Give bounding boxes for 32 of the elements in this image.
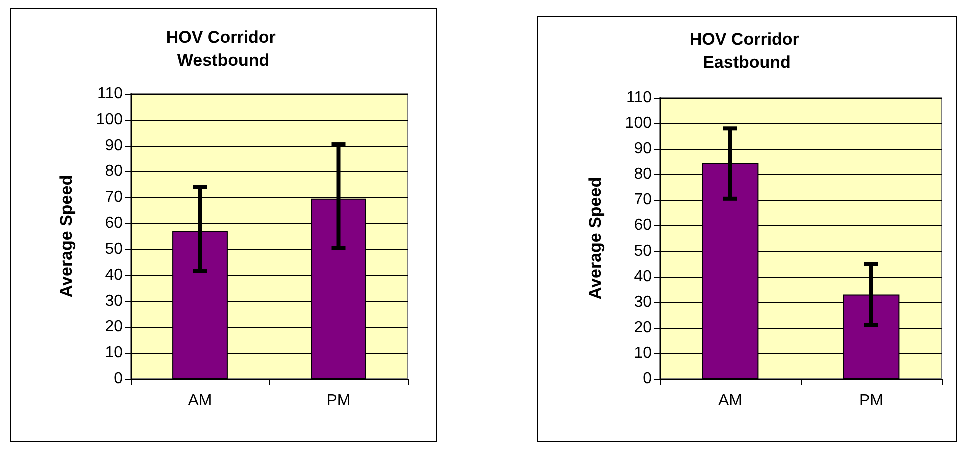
y-tick-label: 40 — [105, 266, 124, 284]
chart-title: HOV Corridor Westbound — [166, 28, 281, 70]
y-tick-label: 90 — [105, 137, 124, 154]
x-tick-label: PM — [326, 392, 351, 410]
y-tick-label: 40 — [634, 268, 652, 286]
y-tick-label: 10 — [105, 344, 124, 362]
y-tick-label: 30 — [105, 292, 124, 310]
y-tick-label: 20 — [105, 318, 124, 336]
y-tick-label: 70 — [105, 189, 124, 206]
y-tick-label: 50 — [105, 240, 124, 258]
y-axis-title: Average Speed — [57, 175, 76, 298]
chart-title: HOV Corridor Eastbound — [690, 30, 804, 72]
y-tick-label: 100 — [625, 115, 652, 132]
y-tick-label: 70 — [634, 192, 652, 209]
y-tick-label: 90 — [634, 140, 652, 158]
x-tick-label: AM — [718, 392, 742, 410]
y-tick-label: 80 — [105, 163, 124, 180]
y-tick-label: 50 — [634, 242, 652, 260]
x-tick-label: AM — [188, 392, 212, 410]
x-tick-label: PM — [860, 392, 884, 410]
y-axis-title: Average Speed — [586, 177, 605, 300]
y-tick-label: 110 — [97, 86, 124, 102]
y-tick-label: 0 — [114, 370, 124, 388]
y-tick-label: 60 — [634, 217, 652, 234]
y-tick-label: 110 — [626, 90, 652, 106]
y-tick-label: 10 — [634, 344, 652, 362]
y-tick-label: 60 — [105, 215, 124, 232]
y-tick-label: 0 — [643, 370, 652, 388]
y-tick-label: 80 — [634, 166, 652, 184]
y-tick-label: 100 — [96, 111, 124, 128]
y-tick-label: 20 — [634, 319, 652, 336]
y-tick-label: 30 — [634, 294, 652, 311]
